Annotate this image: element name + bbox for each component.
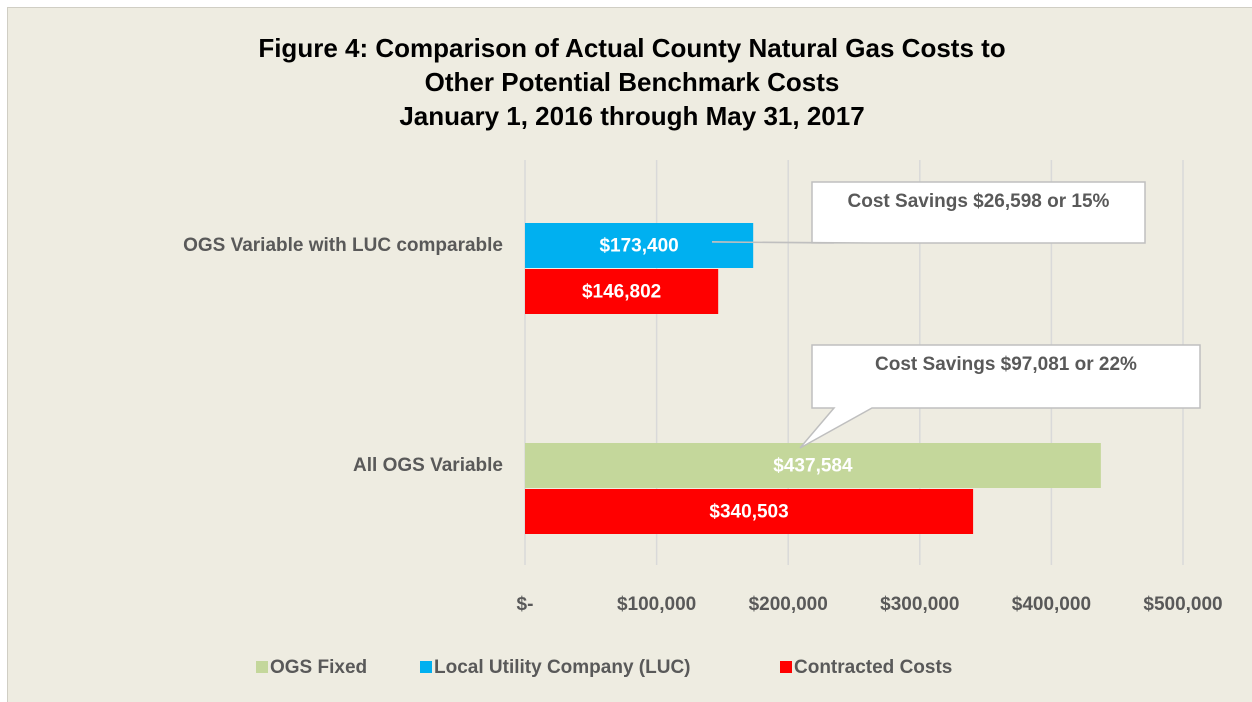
- legend-swatch: [780, 661, 792, 673]
- x-tick-label: $500,000: [1143, 594, 1222, 615]
- legend-swatch: [256, 661, 268, 673]
- data-label: $340,503: [709, 502, 788, 523]
- x-tick-label: $300,000: [880, 594, 959, 615]
- y-tick-label: All OGS Variable: [353, 455, 503, 476]
- callout-box: [799, 344, 1201, 449]
- annotation: Cost Savings $26,598 or 15%: [847, 191, 1110, 212]
- callout-box: [711, 181, 1146, 244]
- chart-subtitle: Other Potential Benchmark Costs: [425, 67, 840, 97]
- x-tick-label: $-: [517, 594, 534, 615]
- legend-label: Local Utility Company (LUC): [434, 657, 691, 678]
- x-tick-label: $100,000: [617, 594, 696, 615]
- y-tick-label: OGS Variable with LUC comparable: [183, 235, 503, 256]
- data-label: $437,584: [773, 456, 853, 477]
- legend-swatch: [420, 661, 432, 673]
- data-label: $173,400: [599, 236, 678, 257]
- bar: [525, 489, 974, 534]
- bar: [525, 443, 1101, 488]
- callout: Cost Savings $26,598 or 15%: [847, 191, 1110, 212]
- legend-label: Contracted Costs: [794, 657, 952, 678]
- chart-title: Figure 4: Comparison of Actual County Na…: [258, 33, 1005, 63]
- callout: Cost Savings $97,081 or 22%: [875, 354, 1137, 375]
- data-label: $146,802: [582, 282, 661, 303]
- x-tick-label: $400,000: [1012, 594, 1091, 615]
- chart-subtitle: January 1, 2016 through May 31, 2017: [399, 101, 864, 131]
- legend-label: OGS Fixed: [270, 657, 367, 678]
- annotation: Cost Savings $97,081 or 22%: [875, 354, 1137, 375]
- bar: [525, 269, 719, 314]
- x-tick-label: $200,000: [749, 594, 828, 615]
- bar: [525, 223, 754, 268]
